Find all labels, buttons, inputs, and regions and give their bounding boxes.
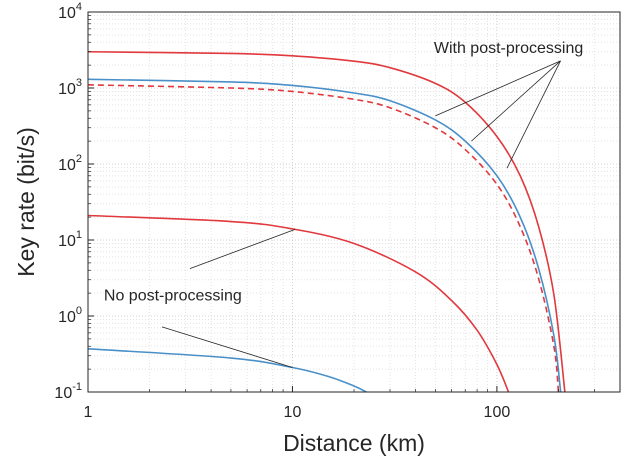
y-tick-exponent: -1	[72, 381, 82, 393]
pointer-no-2	[161, 326, 293, 368]
pointer-no-1	[189, 228, 296, 270]
annotation-no-post-processing: No post-processing	[104, 287, 242, 304]
x-tick-label: 100	[484, 404, 511, 421]
pointer-with-1	[435, 60, 561, 117]
series-line-1	[87, 50, 566, 393]
y-tick-base: 10	[58, 233, 76, 250]
series-group	[87, 50, 566, 393]
y-tick-label: 100	[58, 305, 82, 326]
y-tick-label: 101	[58, 229, 82, 250]
y-tick-label: 102	[58, 153, 82, 174]
annotations-group	[161, 60, 561, 368]
x-axis-label: Distance (km)	[283, 430, 425, 456]
y-tick-exponent: 0	[76, 305, 82, 317]
series-line-4	[87, 214, 510, 393]
annotation-with-post-processing: With post-processing	[434, 40, 583, 57]
y-tick-exponent: 2	[76, 153, 82, 165]
y-tick-exponent: 3	[76, 77, 82, 89]
y-tick-base: 10	[58, 81, 76, 98]
y-tick-base: 10	[58, 5, 76, 22]
pointer-with-3	[506, 60, 561, 169]
y-tick-label: 103	[58, 77, 82, 98]
x-tick-label: 1	[84, 404, 93, 421]
y-tick-base: 10	[54, 385, 72, 402]
pointer-with-2	[471, 60, 561, 142]
y-axis-label: Key rate (bit/s)	[13, 127, 39, 277]
y-tick-label: 10-1	[54, 381, 82, 402]
ticks-group	[87, 11, 621, 393]
y-tick-label: 104	[58, 1, 82, 22]
grid-minor	[88, 12, 621, 392]
y-tick-exponent: 1	[76, 229, 82, 241]
y-tick-base: 10	[58, 309, 76, 326]
x-tick-label: 10	[284, 404, 302, 421]
series-line-2	[87, 78, 562, 393]
series-line-3	[87, 84, 560, 393]
y-tick-exponent: 4	[76, 1, 82, 13]
y-tick-base: 10	[58, 157, 76, 174]
series-line-5	[87, 348, 367, 393]
